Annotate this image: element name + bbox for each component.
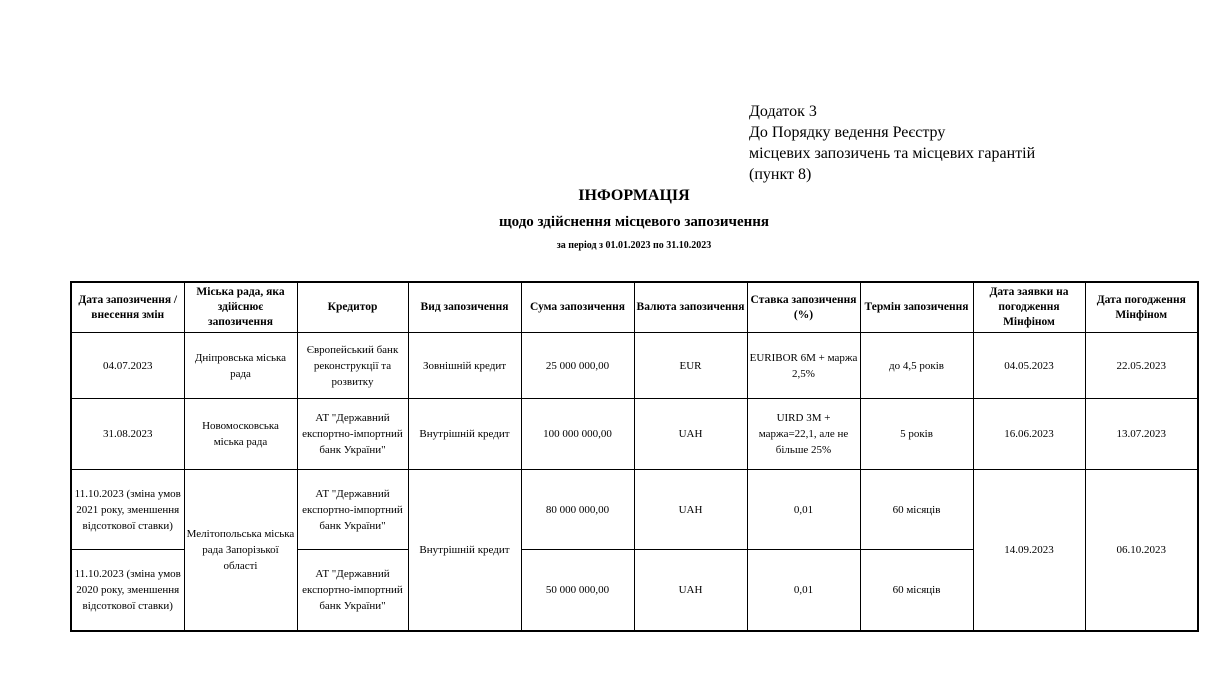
cell-creditor: АТ "Державний експортно-імпортний банк У… [296,469,409,550]
cell-council: Мелітопольська міська рада Запорізької о… [183,469,298,632]
cell-amount: 100 000 000,00 [520,398,635,470]
table-row: 31.08.2023 Новомосковська міська рада АТ… [70,398,1199,470]
header-cell: Кредитор [296,281,409,333]
cell-amount: 80 000 000,00 [520,469,635,550]
cell-request-date: 16.06.2023 [972,398,1086,470]
cell-approval-date: 06.10.2023 [1084,469,1199,632]
cell-term: 60 місяців [859,469,974,550]
cell-type: Внутрішній кредит [407,398,522,470]
table-row: 04.07.2023 Дніпровська міська рада Європ… [70,332,1199,399]
header-cell: Ставка запозичення (%) [746,281,861,333]
table-row: 11.10.2023 (зміна умов 2020 року, зменше… [70,549,1198,632]
cell-currency: UAH [633,549,748,632]
header-row: Дата запозичення / внесення змін Міська … [70,281,1199,333]
cell-date: 04.07.2023 [70,332,185,399]
annex-note: Додаток 3 До Порядку ведення Реєстру міс… [749,101,1035,185]
annex-line: До Порядку ведення Реєстру [749,124,946,141]
cell-request-date: 14.09.2023 [972,469,1086,632]
cell-currency: UAH [633,469,748,550]
cell-term: до 4,5 років [859,332,974,399]
cell-council: Новомосковська міська рада [183,398,298,470]
cell-creditor: АТ "Державний експортно-імпортний банк У… [296,398,409,470]
header-cell: Вид запозичення [407,281,522,333]
header-cell: Валюта запозичення [633,281,748,333]
cell-currency: EUR [633,332,748,399]
cell-amount: 25 000 000,00 [520,332,635,399]
annex-line: (пункт 8) [749,166,812,183]
header-cell: Дата запозичення / внесення змін [70,281,185,333]
cell-rate: EURIBOR 6M + маржа 2,5% [746,332,861,399]
cell-currency: UAH [633,398,748,470]
cell-date: 11.10.2023 (зміна умов 2020 року, зменше… [70,549,185,632]
cell-approval-date: 22.05.2023 [1084,332,1199,399]
cell-council: Дніпровська міська рада [183,332,298,399]
cell-rate: UIRD 3M + маржа=22,1, але не більше 25% [746,398,861,470]
document-subtitle: щодо здійснення місцевого запозичення [498,214,770,230]
header-cell: Термін запозичення [859,281,974,333]
cell-request-date: 04.05.2023 [972,332,1086,399]
cell-type: Внутрішній кредит [407,469,522,632]
cell-type: Зовнішній кредит [407,332,522,399]
cell-amount: 50 000 000,00 [520,549,635,632]
cell-rate: 0,01 [746,549,861,632]
header-cell: Сума запозичення [520,281,635,333]
header-cell: Міська рада, яка здійснює запозичення [183,281,298,333]
cell-term: 5 років [859,398,974,470]
report-period: за період з 01.01.2023 по 31.10.2023 [556,240,712,251]
header-cell: Дата погодження Мінфіном [1084,281,1199,333]
table-row: 11.10.2023 (зміна умов 2021 року, зменше… [70,469,1199,632]
cell-rate: 0,01 [746,469,861,550]
document-title: ІНФОРМАЦІЯ [578,187,690,204]
cell-creditor: АТ "Державний експортно-імпортний банк У… [296,549,409,632]
cell-date: 31.08.2023 [70,398,185,470]
borrowing-table: Дата запозичення / внесення змін Міська … [70,281,1199,632]
header-cell: Дата заявки на погодження Мінфіном [972,281,1086,333]
cell-date: 11.10.2023 (зміна умов 2021 року, зменше… [70,469,185,550]
cell-term: 60 місяців [859,549,974,632]
cell-approval-date: 13.07.2023 [1084,398,1199,470]
annex-line: Додаток 3 [749,103,817,120]
annex-line: місцевих запозичень та місцевих гарантій [749,145,1036,162]
cell-creditor: Європейський банк реконструкції та розви… [296,332,409,399]
